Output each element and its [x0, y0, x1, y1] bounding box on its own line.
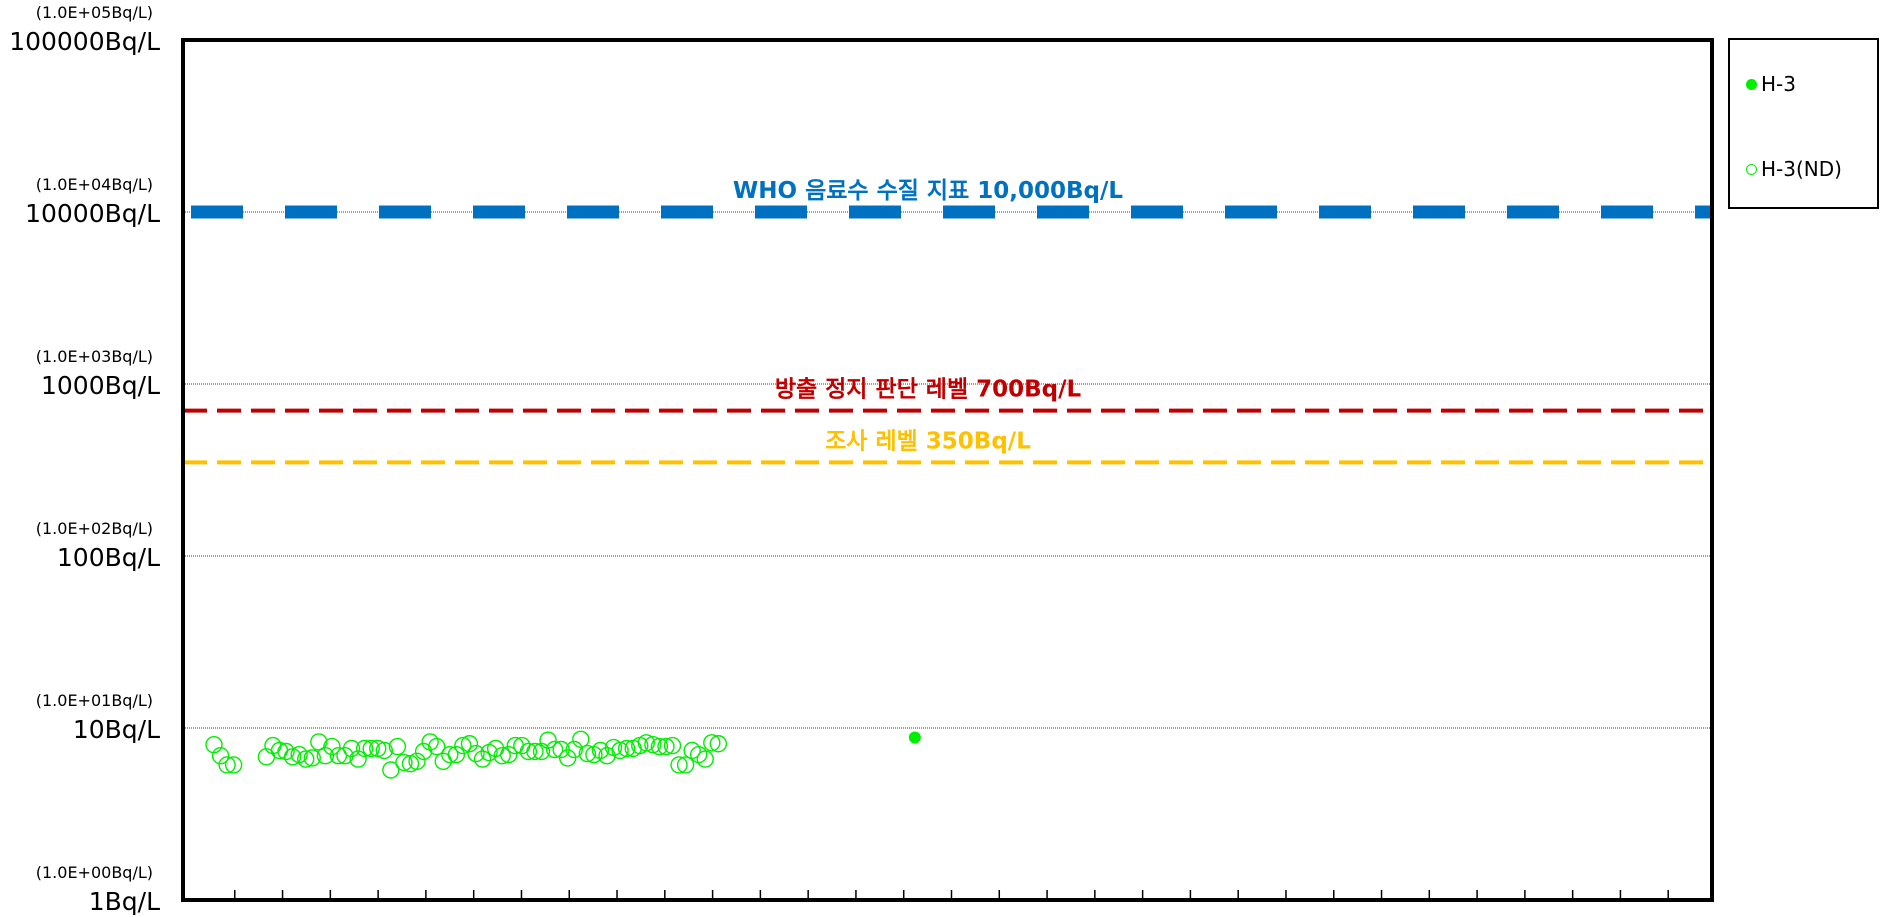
data-point-nd [526, 742, 544, 761]
data-point-nd [283, 748, 302, 766]
data-point-nd [703, 734, 721, 752]
data-point-nd [297, 750, 315, 768]
data-point-nd [224, 756, 243, 774]
data-point-nd [349, 750, 367, 768]
data-point-nd [395, 753, 413, 772]
y-axis-labels: 100000Bq/L (1.0E+05Bq/L) 10000Bq/L (1.0E+04… [9, 3, 160, 916]
grid-lines [183, 211, 1712, 729]
data-point-nd [617, 739, 636, 758]
reference-lines: WHO 음료수 수질 지표 10,000Bq/L 방출 정지 판단 레벨 700B… [183, 178, 1712, 465]
y-tick-label: 10Bq/L [73, 715, 160, 744]
data-point-nd [572, 730, 590, 748]
data-point-nd [428, 737, 446, 756]
data-point-nd [611, 741, 629, 760]
data-point-nd [362, 739, 380, 758]
y-tick-label: 10000Bq/L [25, 199, 160, 228]
data-point-nd [454, 736, 472, 755]
reference-line-label: WHO 음료수 수질 지표 10,000Bq/L [733, 178, 1123, 204]
data-point-nd [205, 735, 223, 754]
y-tick-sublabel: (1.0E+02Bq/L) [36, 519, 153, 538]
data-point-nd [303, 749, 321, 767]
legend-label-h3-nd: H-3(ND) [1761, 157, 1842, 181]
data-point-nd [676, 756, 695, 774]
data-point-nd [218, 756, 236, 774]
y-tick-sublabel: (1.0E+04Bq/L) [36, 175, 153, 194]
y-tick-label: 1Bq/L [89, 887, 160, 916]
open-circle-icon [1746, 163, 1757, 175]
data-point-nd [316, 747, 335, 765]
data-point-nd [467, 744, 485, 763]
y-tick-sublabel: (1.0E+00Bq/L) [36, 863, 153, 882]
data-point-nd [375, 741, 393, 760]
data-point-nd [355, 739, 374, 758]
y-tick-label: 1000Bq/L [41, 371, 160, 400]
data-point-nd [211, 747, 230, 765]
data-point-nd [277, 742, 295, 761]
data-point-nd [310, 733, 328, 751]
data-point-nd [414, 742, 433, 761]
data-point-nd [519, 742, 538, 761]
data-point-nd [441, 745, 459, 764]
data-point-nd [650, 737, 669, 756]
data-point-nd [382, 761, 400, 779]
plot-area-frame [181, 38, 1714, 902]
y-tick-sublabel: (1.0E+01Bq/L) [36, 691, 153, 710]
reference-line-label: 조사 레벨 350Bq/L [825, 428, 1031, 454]
data-point-nd [539, 731, 557, 749]
data-point-nd [493, 747, 511, 765]
data-point-nd [408, 752, 426, 771]
data-point-nd [637, 734, 655, 752]
data-point-nd [565, 740, 583, 759]
data-point-nd [447, 745, 466, 764]
legend-label-h3: H-3 [1761, 72, 1796, 96]
data-point-nd [329, 747, 348, 765]
y-tick-sublabel: (1.0E+03Bq/L) [36, 347, 153, 366]
data-point [908, 731, 921, 744]
data-points [205, 730, 921, 779]
data-point-nd [663, 736, 682, 755]
data-point-nd [323, 737, 341, 756]
data-point-nd [460, 735, 479, 753]
data-point-nd [545, 740, 564, 759]
legend-item-h3: H-3 [1746, 72, 1796, 96]
data-point-nd [709, 735, 728, 753]
filled-circle-icon [1746, 78, 1757, 90]
data-point-nd [473, 750, 492, 768]
data-point-nd [591, 741, 610, 760]
data-point-nd [670, 756, 688, 774]
legend-item-h3-nd: H-3(ND) [1746, 157, 1842, 181]
data-point-nd [369, 739, 387, 758]
y-tick-sublabel: (1.0E+05Bq/L) [36, 3, 153, 22]
data-point-nd [657, 737, 675, 756]
data-point-nd [388, 737, 407, 756]
data-point-nd [578, 744, 597, 763]
data-point-nd [342, 739, 361, 758]
data-point-nd [644, 735, 662, 754]
reference-line-label: 방출 정지 판단 레벨 700Bq/L [775, 377, 1082, 403]
y-tick-label: 100000Bq/L [9, 27, 160, 56]
y-tick-label: 100Bq/L [57, 543, 160, 572]
legend: H-3 H-3(ND) [1728, 38, 1879, 209]
data-point-nd [500, 745, 518, 764]
data-point-nd [696, 750, 714, 768]
